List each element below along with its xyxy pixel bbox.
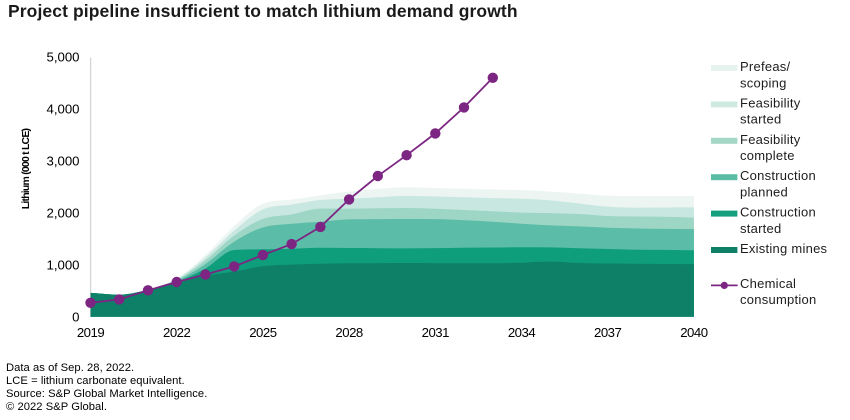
- svg-text:2025: 2025: [249, 325, 277, 340]
- svg-text:3,000: 3,000: [46, 154, 79, 169]
- svg-text:consumption: consumption: [740, 292, 816, 307]
- svg-text:Prefeas/: Prefeas/: [740, 59, 791, 74]
- svg-text:Existing mines: Existing mines: [740, 241, 828, 256]
- svg-text:2037: 2037: [594, 325, 622, 340]
- svg-text:2,000: 2,000: [46, 206, 79, 221]
- svg-text:Chemical: Chemical: [740, 276, 796, 291]
- svg-text:complete: complete: [740, 148, 795, 163]
- svg-text:2040: 2040: [680, 325, 708, 340]
- svg-text:started: started: [740, 112, 782, 127]
- svg-text:Construction: Construction: [740, 168, 816, 183]
- svg-text:0: 0: [72, 310, 79, 325]
- svg-text:Feasibility: Feasibility: [740, 95, 801, 110]
- svg-text:2034: 2034: [508, 325, 536, 340]
- svg-text:5,000: 5,000: [46, 50, 79, 65]
- svg-text:planned: planned: [740, 185, 788, 200]
- svg-text:2028: 2028: [335, 325, 363, 340]
- svg-text:Feasibility: Feasibility: [740, 132, 801, 147]
- svg-text:started: started: [740, 221, 782, 236]
- svg-text:Lithium (000 t LCE): Lithium (000 t LCE): [20, 128, 32, 209]
- svg-text:2031: 2031: [422, 325, 450, 340]
- svg-text:Construction: Construction: [740, 205, 816, 220]
- svg-text:2022: 2022: [163, 325, 191, 340]
- svg-text:scoping: scoping: [740, 75, 787, 90]
- svg-text:2019: 2019: [77, 325, 105, 340]
- svg-text:4,000: 4,000: [46, 102, 79, 117]
- svg-text:1,000: 1,000: [46, 258, 79, 273]
